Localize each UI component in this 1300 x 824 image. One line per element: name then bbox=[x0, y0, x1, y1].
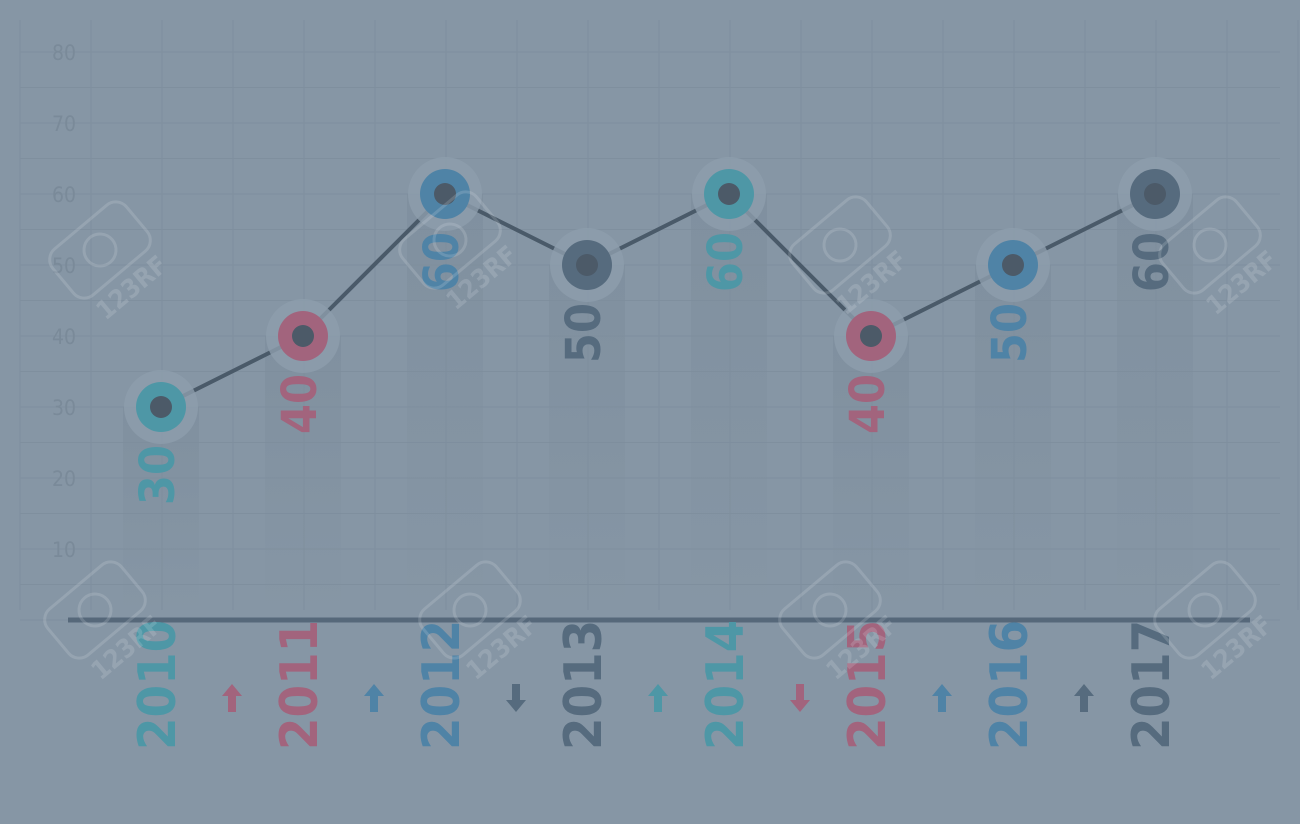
data-label: 40 bbox=[272, 374, 328, 434]
data-point bbox=[408, 157, 482, 231]
data-point bbox=[124, 370, 198, 444]
data-points bbox=[124, 157, 1192, 444]
data-label: 50 bbox=[982, 303, 1038, 363]
trend-arrows bbox=[222, 684, 1094, 712]
x-tick-label: 2013 bbox=[554, 620, 614, 750]
point-column bbox=[691, 194, 767, 616]
data-label: 30 bbox=[130, 445, 186, 505]
x-tick-label: 2016 bbox=[980, 620, 1040, 750]
data-point bbox=[976, 228, 1050, 302]
y-tick-label: 30 bbox=[52, 396, 76, 420]
point-columns bbox=[123, 194, 1193, 616]
data-labels: 30 40 60 50 60 40 50 60 bbox=[130, 232, 1180, 505]
arrow-up-icon bbox=[648, 684, 668, 712]
x-axis: 2010 2011 2012 2013 2014 2015 2016 2017 bbox=[128, 620, 1182, 750]
data-label: 50 bbox=[556, 303, 612, 363]
data-label: 60 bbox=[698, 232, 754, 292]
y-tick-label: 10 bbox=[52, 538, 76, 562]
arrow-down-icon bbox=[506, 684, 526, 712]
arrow-down-icon bbox=[790, 684, 810, 712]
point-column bbox=[549, 265, 625, 616]
x-tick-label: 2011 bbox=[270, 620, 330, 750]
point-column bbox=[1117, 194, 1193, 616]
grid bbox=[19, 20, 1299, 621]
arrow-up-icon bbox=[932, 684, 952, 712]
x-tick-label: 2014 bbox=[696, 620, 756, 750]
data-label: 40 bbox=[840, 374, 896, 434]
x-tick-label: 2012 bbox=[412, 620, 472, 750]
x-tick-label: 2010 bbox=[128, 620, 188, 750]
point-column bbox=[265, 336, 341, 616]
y-tick-label: 60 bbox=[52, 183, 76, 207]
y-tick-label: 50 bbox=[52, 254, 76, 278]
y-tick-label: 80 bbox=[52, 41, 76, 65]
data-point bbox=[1118, 157, 1192, 231]
y-tick-label: 70 bbox=[52, 112, 76, 136]
x-tick-label: 2015 bbox=[838, 620, 898, 750]
arrow-up-icon bbox=[364, 684, 384, 712]
data-point bbox=[692, 157, 766, 231]
data-point bbox=[834, 299, 908, 373]
y-tick-label: 40 bbox=[52, 325, 76, 349]
point-column bbox=[833, 336, 909, 616]
y-axis: 10 20 30 40 50 60 70 80 bbox=[52, 41, 76, 562]
data-label: 60 bbox=[1124, 232, 1180, 292]
watermark-logo: 123RF bbox=[788, 195, 914, 321]
x-tick-label: 2017 bbox=[1122, 620, 1182, 750]
point-column bbox=[407, 194, 483, 616]
arrow-up-icon bbox=[1074, 684, 1094, 712]
point-column bbox=[975, 265, 1051, 616]
y-tick-label: 20 bbox=[52, 467, 76, 491]
data-point bbox=[266, 299, 340, 373]
data-point bbox=[550, 228, 624, 302]
arrow-up-icon bbox=[222, 684, 242, 712]
data-label: 60 bbox=[414, 232, 470, 292]
